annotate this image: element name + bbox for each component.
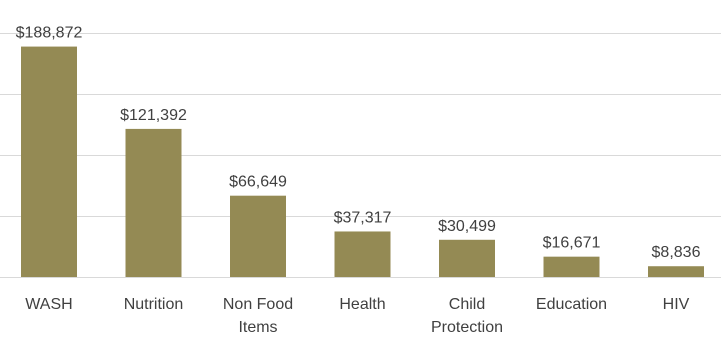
category-label-6: HIV <box>663 296 690 313</box>
bar-1 <box>125 128 182 277</box>
category-label-0-line-0: WASH <box>25 296 72 313</box>
gridlines <box>0 33 721 278</box>
value-label-0: $188,872 <box>16 25 83 42</box>
value-label-3: $37,317 <box>334 209 392 226</box>
category-label-2-line-0: Non Food <box>223 296 293 313</box>
bar-5 <box>543 256 600 277</box>
value-label-4: $30,499 <box>438 218 496 235</box>
category-label-4-line-1: Protection <box>431 319 503 336</box>
value-label-5: $16,671 <box>543 235 601 252</box>
category-label-5-line-0: Education <box>536 296 607 313</box>
value-label-1: $121,392 <box>120 107 187 124</box>
category-label-3: Health <box>339 296 385 313</box>
category-labels: WASH Nutrition Non Food Items Health Child Pro… <box>25 296 689 336</box>
bar-2 <box>230 195 286 277</box>
value-label-6: $8,836 <box>652 244 701 261</box>
value-label-2: $66,649 <box>229 174 287 191</box>
category-label-4-line-0: Child <box>449 296 485 313</box>
category-label-4: Child Protection <box>431 296 503 336</box>
bar-0 <box>21 46 77 278</box>
bars <box>21 46 704 278</box>
category-label-0: WASH <box>25 296 72 313</box>
category-label-2: Non Food Items <box>223 296 293 336</box>
bar-3 <box>334 231 391 277</box>
value-labels: $188,872 $121,392 $66,649 $37,317 $30,499 $16… <box>16 25 701 262</box>
bar-4 <box>439 239 495 277</box>
category-label-3-line-0: Health <box>339 296 385 313</box>
category-label-1-line-0: Nutrition <box>124 296 184 313</box>
category-label-1: Nutrition <box>124 296 184 313</box>
category-label-6-line-0: HIV <box>663 296 690 313</box>
category-label-2-line-1: Items <box>238 319 277 336</box>
bar-6 <box>648 266 704 277</box>
category-label-5: Education <box>536 296 607 313</box>
